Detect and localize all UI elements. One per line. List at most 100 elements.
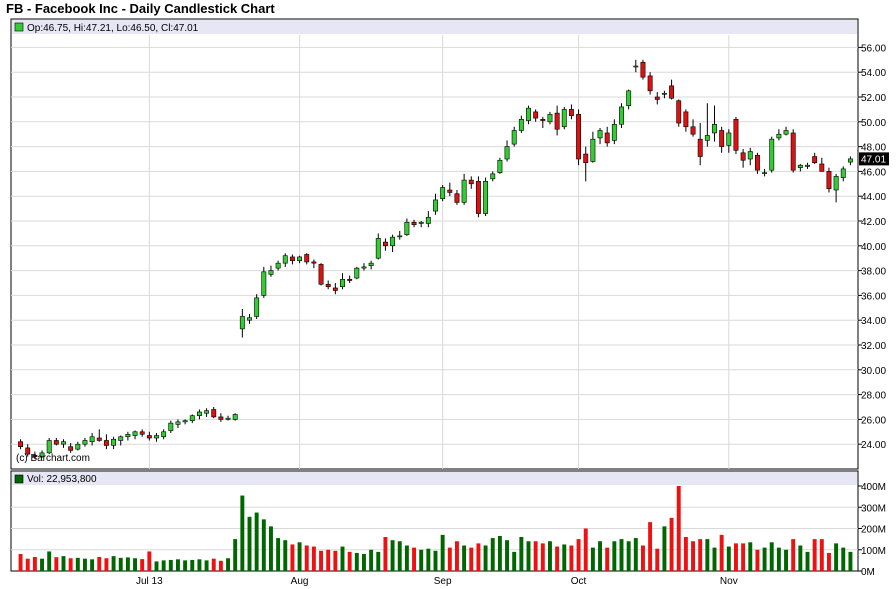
volume-tick-label: 0M — [861, 567, 875, 578]
price-gridlines — [11, 46, 858, 445]
x-tick-label: Oct — [571, 576, 587, 587]
volume-bar — [104, 558, 109, 571]
volume-bar — [841, 547, 846, 571]
volume-bar — [826, 552, 831, 571]
candle-body — [418, 221, 424, 224]
candle-body — [754, 154, 760, 171]
candle-body — [411, 221, 417, 226]
candle — [812, 152, 818, 164]
volume-bar — [347, 551, 352, 571]
volume-bar — [547, 541, 552, 571]
candle-body — [268, 270, 274, 275]
volume-bar — [655, 548, 660, 571]
candle — [132, 430, 138, 440]
candle — [454, 190, 460, 205]
candle-body — [239, 316, 245, 330]
candle — [697, 123, 703, 166]
volume-bar — [791, 539, 796, 571]
volume-bar — [376, 551, 381, 571]
candle — [189, 414, 195, 424]
volume-bar — [676, 486, 681, 571]
volume-bar — [454, 541, 459, 571]
candle-body — [347, 278, 353, 281]
candle-body — [833, 176, 839, 191]
candle-body — [797, 164, 803, 168]
candle — [96, 429, 102, 442]
candle — [340, 273, 345, 290]
candle — [418, 221, 424, 228]
candle-body — [490, 173, 496, 180]
candle-body — [404, 221, 410, 235]
volume-bar — [834, 543, 839, 571]
volume-bar — [583, 528, 588, 571]
candle — [404, 218, 410, 236]
volume-legend-swatch — [14, 474, 24, 484]
volume-bar — [576, 539, 581, 571]
volume-bar — [440, 534, 445, 571]
candle — [661, 90, 667, 99]
candle-body — [733, 119, 739, 151]
price-tick-label: 40.00 — [861, 242, 886, 253]
candle — [375, 233, 381, 260]
candle — [275, 260, 281, 271]
price-tick-label: 44.00 — [861, 192, 886, 203]
candle — [583, 146, 589, 182]
candle-body — [597, 130, 603, 139]
volume-bar — [805, 551, 810, 571]
candle-body — [805, 164, 810, 167]
candle — [204, 408, 210, 417]
volume-bar — [197, 559, 202, 571]
candle — [526, 105, 531, 125]
candle — [726, 129, 732, 153]
candle — [89, 433, 95, 446]
candle — [690, 119, 696, 137]
candle — [397, 230, 403, 240]
candle-body — [318, 264, 324, 285]
volume-bar — [519, 537, 524, 571]
volume-bar — [533, 541, 538, 571]
volume-bar — [276, 538, 281, 571]
volume-bar — [662, 526, 667, 571]
candle-body — [454, 193, 460, 203]
price-legend-bar — [12, 20, 857, 34]
candle — [797, 163, 803, 172]
candle-body — [18, 441, 24, 447]
candle-body — [311, 261, 317, 264]
candle-body — [354, 267, 360, 279]
price-axis: 56.00 54.00 52.00 50.00 48.00 46.00 44.00 42.00… — [858, 43, 886, 451]
candle — [118, 435, 124, 446]
x-tick-label: Nov — [720, 576, 738, 587]
volume-bar — [97, 556, 102, 571]
volume-bar — [369, 549, 374, 571]
volume-bar — [612, 541, 617, 571]
candle — [805, 162, 810, 169]
candle — [433, 193, 438, 215]
candle — [490, 171, 496, 182]
candle-body — [747, 151, 753, 160]
candle-body — [762, 172, 768, 174]
x-tick-label: Aug — [291, 576, 309, 587]
price-tick-label: 24.00 — [861, 440, 886, 451]
volume-bar — [25, 558, 30, 571]
candle — [325, 280, 331, 290]
candle — [468, 176, 474, 189]
candle — [39, 450, 45, 458]
candle — [683, 109, 689, 132]
volume-legend-bar — [12, 472, 857, 485]
volume-bar — [633, 538, 638, 571]
candle-body — [275, 262, 281, 269]
candle — [719, 126, 725, 153]
candle — [740, 149, 746, 168]
volume-bar — [226, 558, 231, 571]
candle-body — [440, 187, 446, 199]
price-tick-label: 46.00 — [861, 167, 886, 178]
candle-body — [82, 440, 88, 445]
candle-body — [382, 241, 388, 247]
candle-body — [819, 163, 825, 172]
volume-bar — [18, 554, 23, 571]
candle-body — [154, 435, 159, 439]
candle-body — [740, 152, 746, 161]
x-tick-label: Sep — [434, 576, 452, 587]
candle-body — [340, 278, 345, 288]
